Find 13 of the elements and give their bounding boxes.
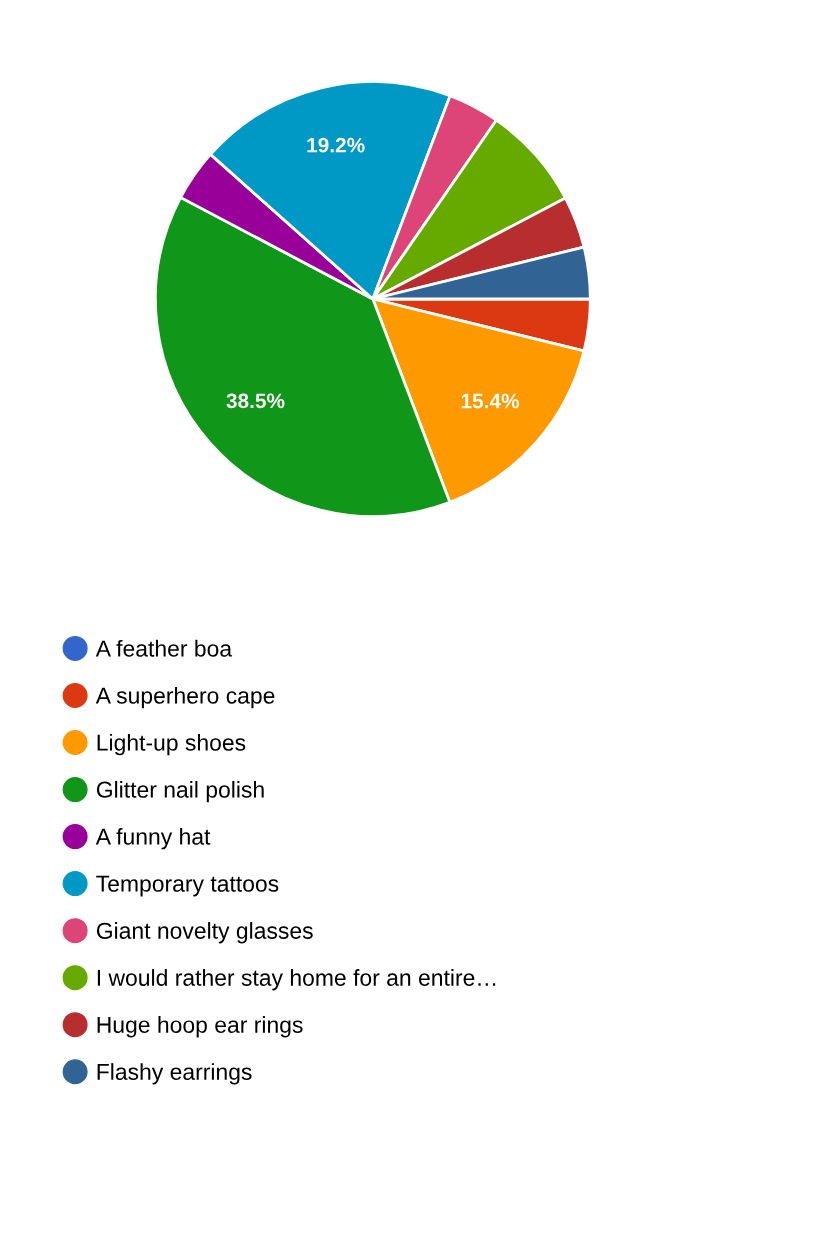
legend-label: Flashy earrings	[97, 1063, 252, 1085]
data-label: 15.4%	[461, 393, 520, 409]
legend-label: Giant novelty glasses	[96, 922, 313, 944]
data-label: 19.2%	[307, 137, 365, 153]
legend-label: Temporary tattoos	[96, 875, 279, 897]
legend-label: A feather boa	[95, 639, 233, 657]
legend-label: I would rather stay home for an entire…	[97, 969, 496, 991]
legend-label: A superhero cape	[95, 686, 275, 709]
legend-label: Huge hoop ear rings	[97, 1016, 303, 1038]
data-label: 38.5%	[226, 393, 285, 409]
legend-label: Light-up shoes	[97, 733, 246, 756]
legend-label: Glitter nail polish	[96, 780, 264, 803]
legend-label: A funny hat	[95, 827, 211, 850]
